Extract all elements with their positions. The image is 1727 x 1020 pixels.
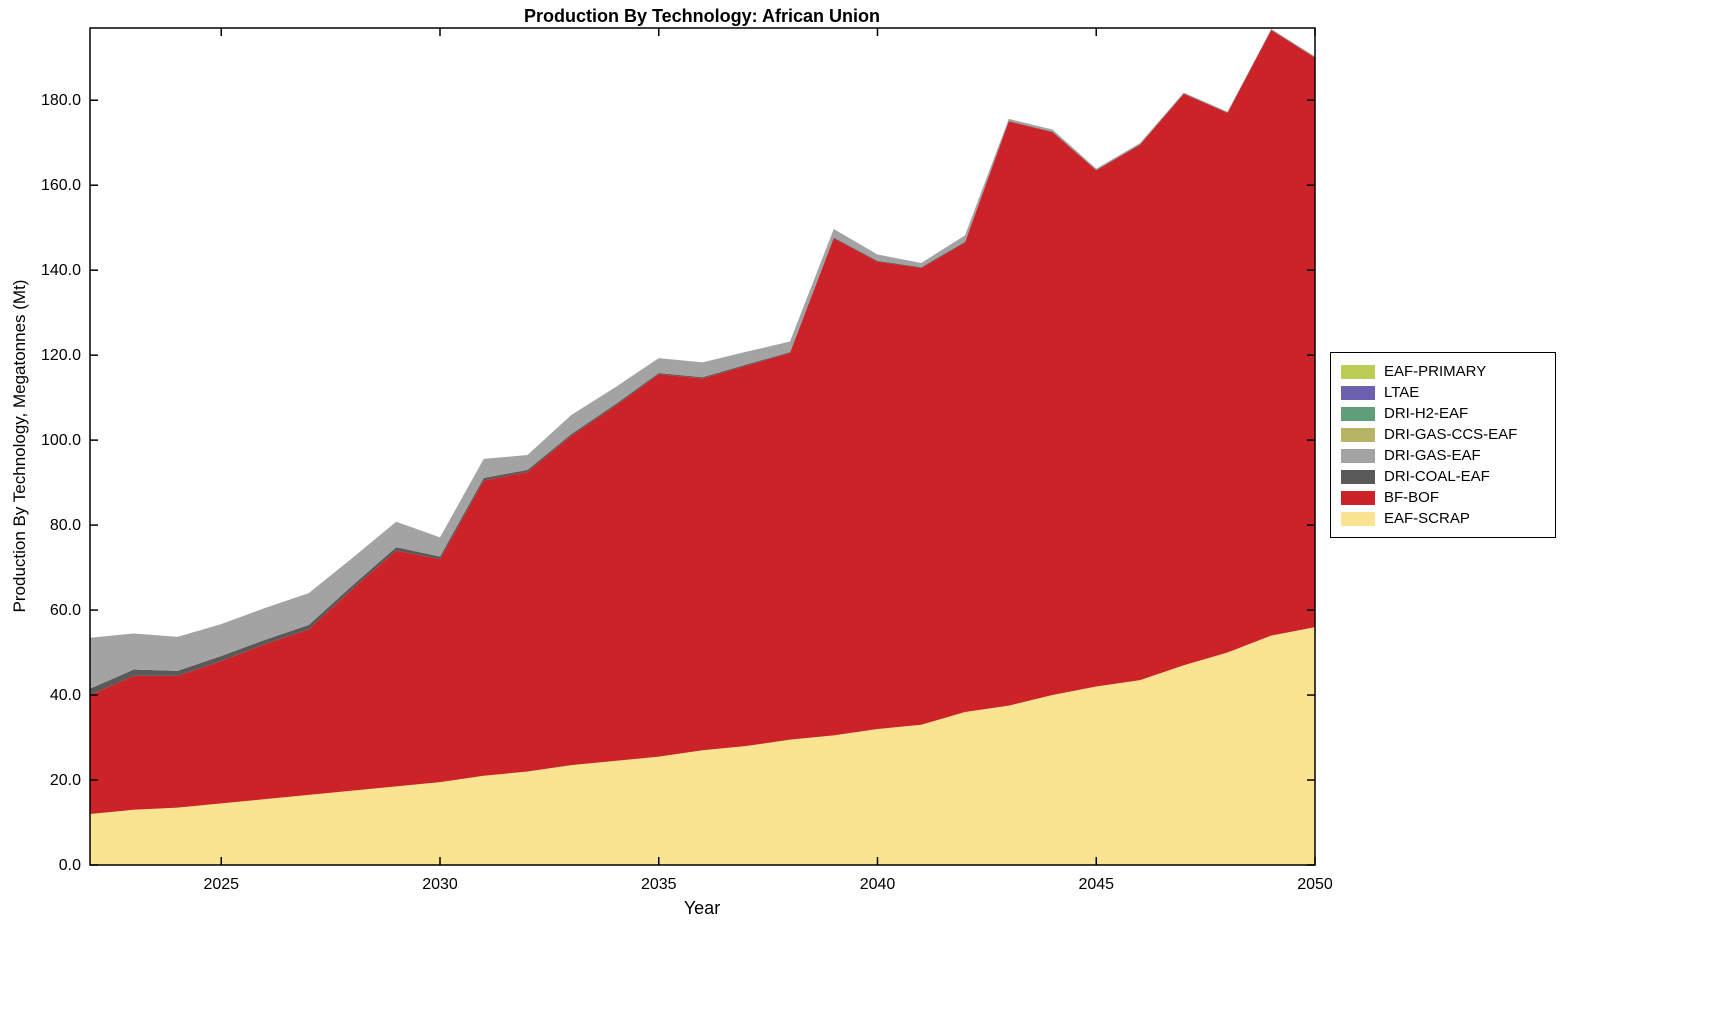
legend-item-dri-gas-ccs-eaf: DRI-GAS-CCS-EAF [1341, 424, 1545, 445]
area-series-group [90, 28, 1315, 865]
legend-item-eaf-primary: EAF-PRIMARY [1341, 361, 1545, 382]
legend-label: DRI-GAS-CCS-EAF [1384, 426, 1518, 443]
legend: EAF-PRIMARY LTAE DRI-H2-EAF DRI-GAS-CCS-EAF… [1330, 352, 1556, 538]
x-axis-label: Year [683, 898, 721, 918]
x-tick-label: 2045 [1078, 876, 1114, 893]
y-tick-label: 0.0 [59, 857, 81, 874]
legend-swatch [1341, 469, 1375, 484]
legend-item-dri-coal-eaf: DRI-COAL-EAF [1341, 466, 1545, 487]
legend-item-bf-bof: BF-BOF [1341, 487, 1545, 508]
x-tick-label: 2035 [641, 876, 677, 893]
y-tick-label: 160.0 [41, 177, 81, 194]
legend-swatch [1341, 511, 1375, 526]
y-tick-label: 180.0 [41, 92, 81, 109]
legend-label: DRI-GAS-EAF [1384, 447, 1481, 464]
area-series-dri-gas-eaf [90, 28, 1315, 689]
y-tick-label: 20.0 [50, 772, 81, 789]
tick-labels: 2025 2030 2035 2040 2045 2050 0.0 20.0 40.0 60.0 8… [41, 92, 1333, 893]
legend-swatch [1341, 490, 1375, 505]
legend-label: LTAE [1384, 384, 1420, 401]
legend-swatch [1341, 385, 1375, 400]
legend-label: DRI-COAL-EAF [1384, 468, 1490, 485]
y-tick-label: 100.0 [41, 432, 81, 449]
y-tick-label: 80.0 [50, 517, 81, 534]
legend-label: BF-BOF [1384, 489, 1439, 506]
area-series-bf-bof [90, 30, 1315, 815]
legend-item-dri-gas-eaf: DRI-GAS-EAF [1341, 445, 1545, 466]
legend-item-eaf-scrap: EAF-SCRAP [1341, 508, 1545, 529]
y-tick-label: 120.0 [41, 347, 81, 364]
y-tick-label: 140.0 [41, 262, 81, 279]
y-tick-label: 60.0 [50, 602, 81, 619]
x-tick-label: 2030 [422, 876, 458, 893]
area-series-eaf-scrap [90, 627, 1315, 865]
y-tick-label: 40.0 [50, 687, 81, 704]
legend-swatch [1341, 448, 1375, 463]
axes-box [89, 27, 1316, 866]
x-tick-label: 2040 [860, 876, 896, 893]
y-axis-label: Production By Technology, Megatonnes (Mt… [10, 279, 29, 613]
chart-title: Production By Technology: African Union [523, 6, 881, 26]
legend-label: EAF-PRIMARY [1384, 363, 1487, 380]
legend-swatch [1341, 364, 1375, 379]
legend-swatch [1341, 427, 1375, 442]
x-tick-label: 2025 [203, 876, 239, 893]
x-tick-label: 2050 [1297, 876, 1333, 893]
legend-label: EAF-SCRAP [1384, 510, 1470, 527]
legend-item-dri-h2-eaf: DRI-H2-EAF [1341, 403, 1545, 424]
legend-swatch [1341, 406, 1375, 421]
legend-item-ltae: LTAE [1341, 382, 1545, 403]
legend-label: DRI-H2-EAF [1384, 405, 1469, 422]
